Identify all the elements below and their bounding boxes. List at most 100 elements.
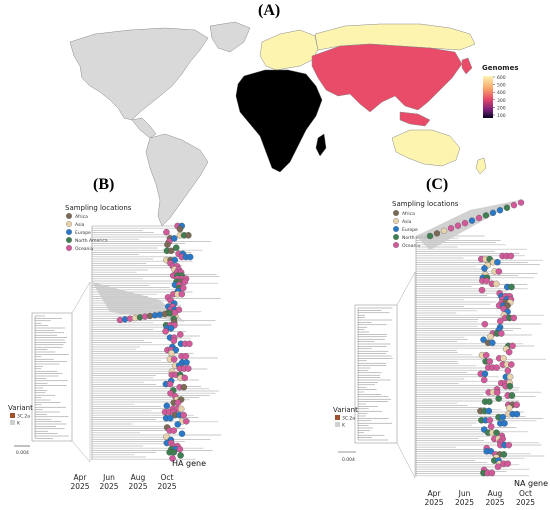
panel-label-b: (B) <box>93 176 115 193</box>
tree-tip <box>185 365 192 372</box>
map-japan <box>461 57 473 75</box>
tree-tip <box>508 392 516 399</box>
tree-tip <box>170 235 178 242</box>
axis-tick-year: 2025 <box>70 482 89 491</box>
tree-tip <box>481 320 489 328</box>
map-madagascar <box>315 133 327 157</box>
tree-tip <box>505 404 513 412</box>
tree-c-connector-bottom <box>396 442 416 479</box>
tree-tip <box>168 349 175 357</box>
tree-tip <box>167 414 174 422</box>
tree-tip <box>183 418 190 425</box>
tree-tip <box>186 253 194 261</box>
location-swatch <box>393 226 399 232</box>
axis-tick-year: 2025 <box>157 482 176 491</box>
tree-tip <box>426 232 434 240</box>
tree-tip <box>178 430 186 437</box>
axis-tick-month: Apr <box>428 489 442 498</box>
tree-b-scale-label: 0.004 <box>16 450 29 456</box>
tree-tip <box>504 460 511 467</box>
tree-tip <box>509 342 516 350</box>
tree-tip <box>167 325 175 332</box>
axis-tick-month: Oct <box>161 473 174 482</box>
variant-swatch <box>10 413 15 418</box>
tree-tip <box>487 423 495 430</box>
tree-tip <box>499 413 507 421</box>
map-legend-tick-label: 600 <box>497 75 506 81</box>
tree-c-inset <box>354 304 398 444</box>
tree-tip <box>162 328 169 335</box>
variant-swatch <box>10 420 15 425</box>
tree-tip <box>172 346 180 354</box>
tree-tip <box>475 214 483 222</box>
location-label: North America <box>75 238 108 244</box>
variant-label: K <box>17 421 21 427</box>
tree-c-main <box>415 199 546 477</box>
tree-tip <box>172 244 180 251</box>
tree-tip <box>180 284 187 292</box>
map-south-america <box>145 133 209 227</box>
tree-tip <box>480 336 487 343</box>
tree-b-connector-top <box>71 281 91 314</box>
tree-tip <box>489 339 496 347</box>
map-legend-gradient <box>483 76 493 118</box>
map-north-america <box>69 27 209 121</box>
tree-b-gene-label: HA gene <box>172 459 206 468</box>
tree-b-main <box>91 222 222 462</box>
location-label: Oceania <box>75 246 94 252</box>
location-label: Oceania <box>402 243 421 249</box>
tree-tip <box>486 358 494 365</box>
map-central-america <box>131 117 157 139</box>
tree-tip <box>481 265 488 272</box>
variant-label: 3C.2a <box>342 416 355 422</box>
axis-tick-month: Oct <box>519 489 532 498</box>
tree-tip <box>505 348 513 356</box>
axis-tick-month: Aug <box>488 489 503 498</box>
tree-b-inset <box>31 312 73 442</box>
map-southeast-asia <box>399 111 431 127</box>
map-greenland <box>209 21 251 53</box>
location-swatch <box>66 221 72 227</box>
tree-tip <box>174 399 182 406</box>
tree-tip <box>496 207 504 214</box>
tree-tip <box>504 367 512 374</box>
tree-tip <box>180 411 187 419</box>
location-label: Africa <box>402 211 415 217</box>
tree-b-variant-title: Variant <box>8 404 33 412</box>
tree-tip <box>170 449 178 456</box>
tree-tip <box>447 225 455 232</box>
location-swatch <box>393 210 399 216</box>
map-asia <box>311 43 463 113</box>
tree-tip <box>180 383 188 391</box>
map-new-zealand <box>475 157 487 175</box>
map-legend-tick-label: 200 <box>497 105 506 111</box>
tree-tip <box>170 427 178 434</box>
tree-tip <box>177 405 185 413</box>
panel-label-a: (A) <box>258 2 281 19</box>
tree-tip <box>454 222 462 229</box>
tree-tip <box>169 455 176 462</box>
tree-tip <box>433 230 441 237</box>
tree-b-connector-bottom <box>71 440 91 463</box>
tree-tip <box>481 370 489 378</box>
location-label: Europe <box>402 227 418 233</box>
tree-tip <box>178 290 186 298</box>
tree-c-gene-label: NA gene <box>514 479 548 488</box>
tree-tip <box>500 451 508 458</box>
tree-tip <box>505 441 513 449</box>
tree-tip <box>508 283 515 291</box>
tree-tip <box>486 417 494 424</box>
tree-tip <box>493 389 501 396</box>
tree-tip <box>500 355 507 362</box>
tree-tip <box>440 227 448 235</box>
axis-tick-year: 2025 <box>516 498 535 507</box>
axis-tick-year: 2025 <box>128 482 147 491</box>
tree-tip <box>487 448 495 455</box>
tree-tip <box>510 314 518 322</box>
location-label: Asia <box>402 219 412 225</box>
tree-c-scale-label: 0.004 <box>342 457 355 463</box>
tree-tip <box>181 374 189 382</box>
tree-tip <box>497 317 504 325</box>
tree-tip <box>498 330 505 337</box>
